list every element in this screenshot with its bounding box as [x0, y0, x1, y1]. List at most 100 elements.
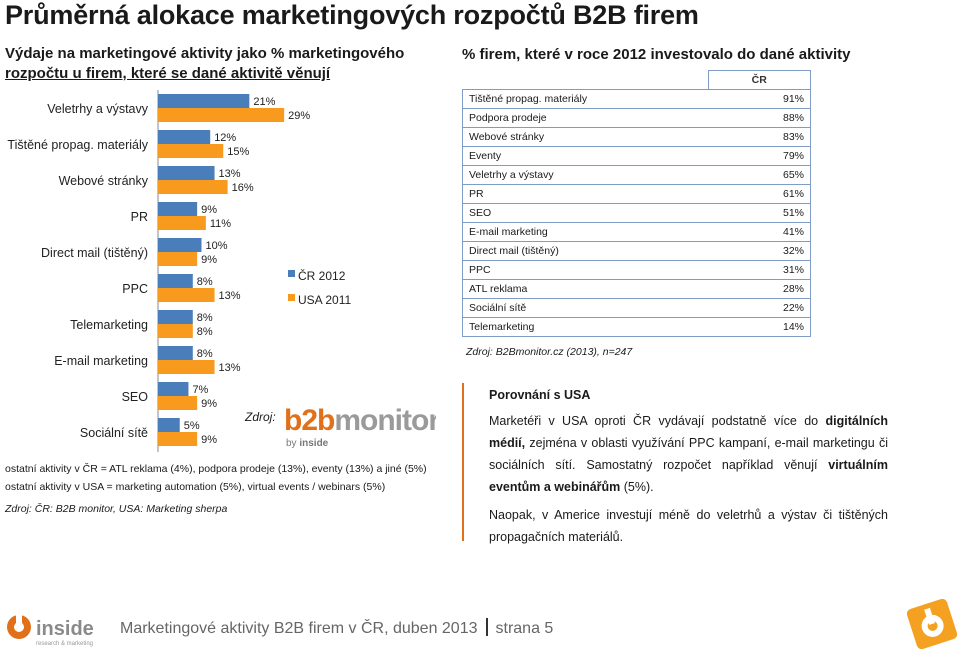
table-row: Telemarketing 14%	[462, 317, 811, 337]
bar-label-cz: 9%	[201, 204, 217, 216]
table-cell-value: 61%	[708, 184, 811, 204]
table-cell-value: 31%	[708, 260, 811, 280]
comparison-paragraph-1: Marketéři v USA oproti ČR vydávají podst…	[489, 414, 888, 494]
footer: Marketingové aktivity B2B firem v ČR, du…	[120, 618, 553, 638]
bar-cz	[158, 130, 211, 144]
table-cell-value: 51%	[708, 203, 811, 223]
bar-us	[158, 360, 215, 374]
legend-label-us: USA 2011	[298, 293, 351, 307]
bar-label-us: 8%	[197, 326, 213, 338]
table-row: SEO 51%	[462, 203, 811, 223]
table-row: Eventy 79%	[462, 146, 811, 166]
bar-label-cz: 10%	[206, 240, 228, 252]
b2b-logo-monitor: monitor	[334, 404, 436, 437]
page-title: Průměrná alokace marketingových rozpočtů…	[5, 0, 699, 30]
comparison-title: Porovnání s USA	[489, 388, 591, 402]
category-label: Tištěné propag. materiály	[7, 138, 148, 152]
table-cell-value: 41%	[708, 222, 811, 242]
note-cz: ostatní aktivity v ČR = ATL reklama (4%)…	[5, 463, 427, 475]
table-cell-value: 91%	[708, 89, 811, 109]
table-row: Tištěné propag. materiály 91%	[462, 89, 811, 109]
bar-label-us: 13%	[219, 362, 241, 374]
bar-us	[158, 144, 224, 158]
bar-label-cz: 8%	[197, 312, 213, 324]
bar-cz	[158, 382, 189, 396]
footer-separator	[485, 618, 488, 636]
bar-label-us: 15%	[227, 146, 249, 158]
legend-swatch-us	[288, 294, 295, 301]
table-cell-value: 14%	[708, 317, 811, 337]
inside-logo-text: inside	[36, 618, 94, 640]
table-cell-activity: PR	[462, 184, 708, 204]
table-cell-value: 65%	[708, 165, 811, 185]
table-row: Webové stránky 83%	[462, 127, 811, 147]
bar-us	[158, 108, 285, 122]
category-label: Direct mail (tištěný)	[41, 246, 148, 260]
category-label: PPC	[122, 282, 148, 296]
legend: ČR 2012 USA 2011	[288, 268, 351, 307]
table-cell-activity: SEO	[462, 203, 708, 223]
category-label: Sociální sítě	[80, 426, 148, 440]
table-cell-value: 32%	[708, 241, 811, 261]
chart-subtitle-line1: Výdaje na marketingové aktivity jako % m…	[5, 45, 405, 62]
inside-corner-icon	[907, 598, 957, 650]
bar-label-cz: 21%	[253, 96, 275, 108]
bar-label-us: 16%	[232, 182, 254, 194]
category-label: Telemarketing	[70, 318, 148, 332]
bar-label-cz: 8%	[197, 276, 213, 288]
bar-us	[158, 252, 198, 266]
bar-cz	[158, 346, 193, 360]
table-cell-value: 88%	[708, 108, 811, 128]
table-header-cr: ČR	[707, 70, 811, 90]
bar-label-us: 9%	[201, 398, 217, 410]
table-row: E-mail marketing 41%	[462, 222, 811, 242]
b2bmonitor-logo: b2bmonitor by inside	[284, 404, 436, 449]
table-cell-activity: Telemarketing	[462, 317, 708, 337]
table-row: Podpora prodeje 88%	[462, 108, 811, 128]
category-label: SEO	[122, 390, 149, 404]
accent-bar	[462, 383, 464, 541]
table-cell-activity: Webové stránky	[462, 127, 708, 147]
table-cell-value: 22%	[708, 298, 811, 318]
table-cell-value: 83%	[708, 127, 811, 147]
bars-group: 21% 29% 12% 15% 13% 16% 9% 11% 10% 9% 8% 13% 8% 8% 8% 1…	[158, 94, 310, 446]
table-header-blank	[462, 70, 709, 90]
table-cell-activity: Sociální sítě	[462, 298, 708, 318]
bar-cz	[158, 202, 198, 216]
bar-label-us: 29%	[288, 110, 310, 122]
table-cell-activity: Tištěné propag. materiály	[462, 89, 708, 109]
table-cell-activity: Veletrhy a výstavy	[462, 165, 708, 185]
chart-source: Zdroj: ČR: B2B monitor, USA: Marketing s…	[5, 503, 228, 515]
bar-label-cz: 5%	[184, 420, 200, 432]
table-source: Zdroj: B2Bmonitor.cz (2013), n=247	[466, 346, 633, 358]
bar-chart: 21% 29% 12% 15% 13% 16% 9% 11% 10% 9% 8% 13% 8% 8% 8% 1…	[7, 90, 351, 452]
bar-label-cz: 13%	[219, 168, 241, 180]
chart-subtitle-line2: rozpočtu u firem, které se dané aktivitě…	[5, 65, 331, 82]
bar-label-us: 11%	[210, 218, 231, 230]
category-label: Veletrhy a výstavy	[47, 102, 148, 116]
table-header-row: ČR	[462, 70, 811, 90]
table-row: PR 61%	[462, 184, 811, 204]
category-label: Webové stránky	[59, 174, 149, 188]
investment-table: ČR Tištěné propag. materiály 91% Podpora p…	[462, 70, 811, 337]
table-cell-activity: E-mail marketing	[462, 222, 708, 242]
table-row: Direct mail (tištěný) 32%	[462, 241, 811, 261]
bar-label-us: 13%	[219, 290, 241, 302]
bar-us	[158, 324, 193, 338]
b2b-logo-text: b2bmonitor	[284, 404, 436, 437]
table-body: Tištěné propag. materiály 91% Podpora prod…	[462, 89, 811, 337]
source-label: Zdroj:	[245, 410, 276, 424]
bar-label-us: 9%	[201, 254, 217, 266]
bar-us	[158, 180, 228, 194]
bar-us	[158, 432, 198, 446]
inside-logo: inside research & marketing	[7, 615, 94, 647]
legend-swatch-cz	[288, 270, 295, 277]
footer-text: Marketingové aktivity B2B firem v ČR, du…	[120, 620, 478, 637]
bar-cz	[158, 310, 193, 324]
table-row: Veletrhy a výstavy 65%	[462, 165, 811, 185]
bar-us	[158, 216, 206, 230]
bar-cz	[158, 418, 180, 432]
table-cell-activity: Direct mail (tištěný)	[462, 241, 708, 261]
table-cell-activity: PPC	[462, 260, 708, 280]
category-label: E-mail marketing	[54, 354, 148, 368]
